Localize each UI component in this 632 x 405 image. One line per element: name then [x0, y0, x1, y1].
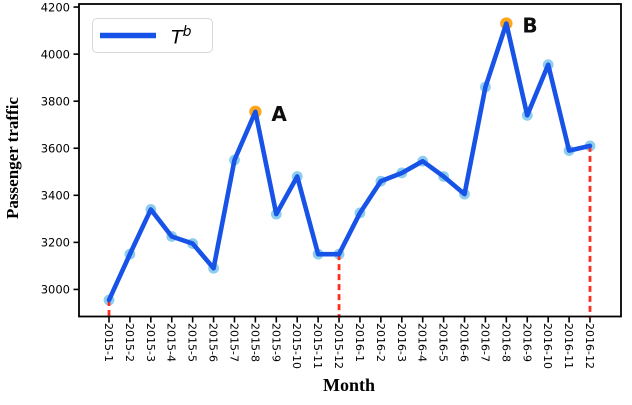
legend-label: Tb — [171, 24, 192, 49]
x-tick-label-2016-3: 2016-3 — [395, 323, 408, 362]
x-tick-label-2015-9: 2015-9 — [269, 323, 282, 362]
annotation-label-A: A — [271, 102, 287, 126]
x-tick-label-2015-3: 2015-3 — [144, 323, 157, 362]
y-tick-label-3200: 3200 — [41, 236, 70, 250]
x-tick-label-2015-2: 2015-2 — [123, 323, 136, 362]
x-tick-label-2016-11: 2016-11 — [562, 323, 575, 369]
x-tick-label-2016-7: 2016-7 — [478, 323, 491, 362]
x-axis-ticks: 2015-1 2015-2 2015-3 2015-4 2015-5 2015-6 2015… — [102, 316, 596, 369]
x-tick-label-2015-11: 2015-11 — [311, 323, 324, 369]
annotation-labels: AB — [271, 14, 537, 126]
x-tick-label-2015-1: 2015-1 — [102, 323, 115, 362]
reference-vlines — [107, 145, 592, 318]
y-axis-ticks: 3000 3200 3400 3600 3800 4000 4200 — [41, 0, 79, 297]
x-tick-label-2016-12: 2016-12 — [583, 323, 596, 369]
x-tick-label-2015-12: 2015-12 — [332, 323, 345, 369]
x-tick-label-2016-6: 2016-6 — [458, 323, 471, 362]
x-tick-label-2015-7: 2015-7 — [227, 323, 240, 362]
x-axis-label: Month — [323, 375, 375, 395]
y-tick-label-4000: 4000 — [41, 47, 70, 61]
x-tick-label-2015-8: 2015-8 — [248, 323, 261, 362]
x-tick-label-2016-9: 2016-9 — [520, 323, 533, 362]
x-tick-label-2016-8: 2016-8 — [499, 323, 512, 362]
y-tick-label-4200: 4200 — [41, 0, 70, 14]
x-tick-label-2015-10: 2015-10 — [290, 323, 303, 369]
y-tick-label-3400: 3400 — [41, 189, 70, 203]
data-line-T^b — [106, 21, 593, 303]
x-tick-label-2016-10: 2016-10 — [541, 323, 554, 369]
x-tick-label-2015-5: 2015-5 — [186, 323, 199, 362]
legend: Tb — [92, 18, 213, 53]
y-tick-label-3800: 3800 — [41, 94, 70, 108]
y-tick-label-3000: 3000 — [41, 283, 70, 297]
x-tick-label-2016-2: 2016-2 — [374, 323, 387, 362]
x-tick-label-2016-4: 2016-4 — [416, 323, 429, 362]
x-tick-label-2015-6: 2015-6 — [207, 323, 220, 362]
plot-border — [78, 3, 622, 318]
annotation-label-B: B — [522, 14, 537, 38]
x-tick-label-2015-4: 2015-4 — [165, 323, 178, 362]
x-tick-label-2016-5: 2016-5 — [437, 323, 450, 362]
y-axis-label: Passenger traffic — [3, 97, 22, 219]
x-tick-label-2016-1: 2016-1 — [353, 323, 366, 362]
y-tick-label-3600: 3600 — [41, 141, 70, 155]
